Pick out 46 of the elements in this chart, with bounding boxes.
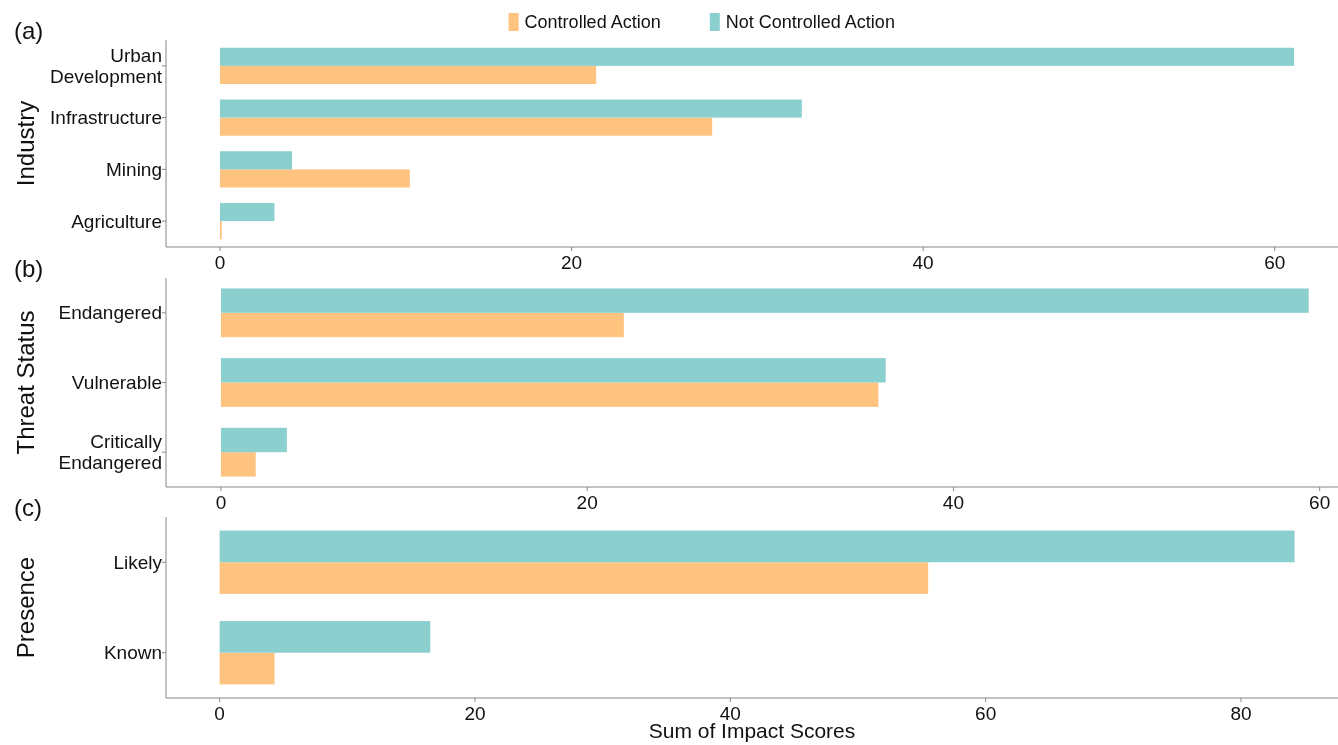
legend-label: Controlled Action <box>524 12 661 33</box>
bar <box>219 99 802 118</box>
bar <box>220 452 256 477</box>
y-tick-label: Known <box>103 642 162 664</box>
bar <box>219 47 1295 66</box>
chart-title: (c) <box>14 494 42 521</box>
bar <box>219 151 293 170</box>
bar <box>219 203 275 222</box>
bar <box>220 288 1309 313</box>
bar <box>220 312 624 338</box>
y-tick-label: Vulnerable <box>71 372 162 394</box>
x-tick-label: 40 <box>942 492 965 513</box>
x-tick-label: 0 <box>214 252 226 273</box>
y-tick-label: Agriculture <box>71 210 162 232</box>
x-tick-label: 80 <box>1230 703 1252 724</box>
y-tick-label: Likely <box>113 551 163 573</box>
x-tick-label: 0 <box>214 703 225 724</box>
bar <box>219 652 275 685</box>
bar <box>219 117 713 136</box>
bar <box>219 169 410 188</box>
y-tick-label: Endangered <box>58 302 162 324</box>
bar <box>220 382 879 407</box>
x-tick-label: 20 <box>560 252 583 273</box>
y-tick-label: Mining <box>106 159 162 181</box>
y-tick-label: Urban Development <box>50 45 163 88</box>
bar <box>220 427 287 453</box>
x-tick-label: 60 <box>1309 492 1331 513</box>
y-axis-title: Threat Status <box>12 310 39 455</box>
y-tick-label: Infrastructure <box>50 107 162 129</box>
bar <box>219 65 597 84</box>
y-axis-title: Presence <box>12 556 39 659</box>
y-tick-label: Critically Endangered <box>58 431 163 474</box>
bar <box>219 562 929 594</box>
bar <box>219 530 1295 563</box>
x-tick-label: 20 <box>576 492 598 513</box>
bar <box>219 621 431 653</box>
chart-title: (b) <box>14 255 44 282</box>
chart-title: (a) <box>14 17 44 44</box>
bar <box>220 358 886 383</box>
x-tick-label: 20 <box>464 703 486 724</box>
x-tick-label: 0 <box>215 492 227 513</box>
x-tick-label: 60 <box>1264 252 1286 273</box>
y-axis-title: Industry <box>12 100 39 187</box>
legend-label: Not Controlled Action <box>725 12 895 33</box>
x-tick-label: 40 <box>912 252 934 273</box>
x-tick-label: 60 <box>975 703 997 724</box>
